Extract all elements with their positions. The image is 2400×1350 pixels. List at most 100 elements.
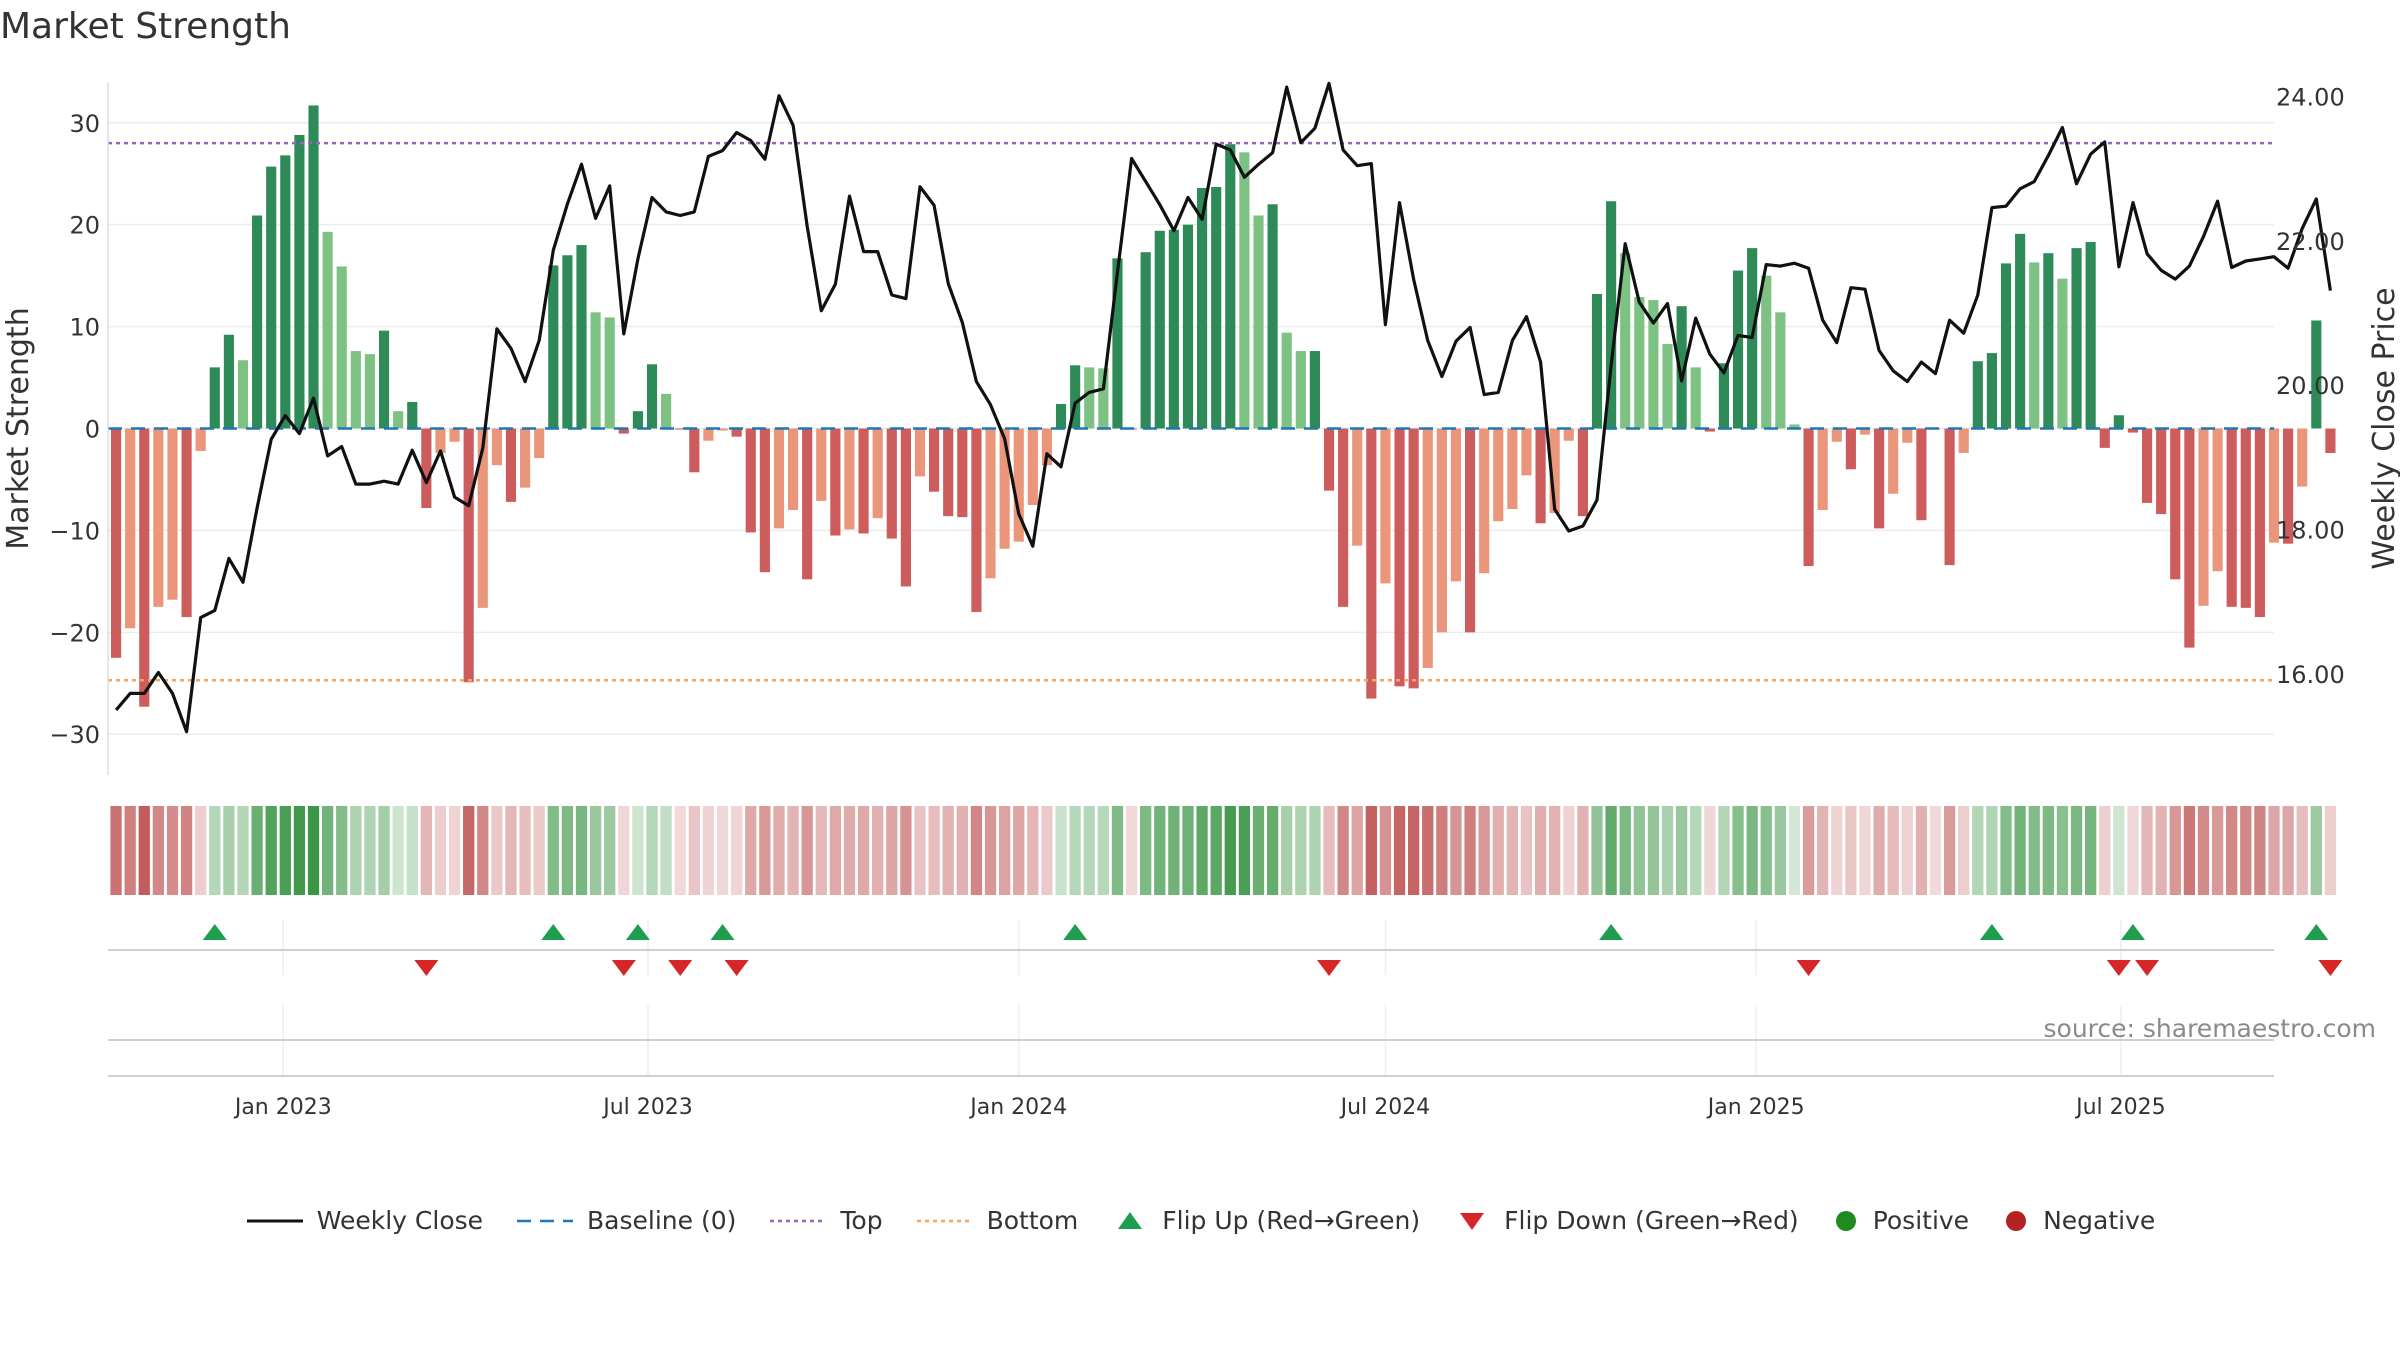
strength-bar — [1450, 428, 1462, 582]
band-cell — [1732, 806, 1744, 895]
y2-axis-title: Weekly Close Price — [2367, 287, 2400, 569]
strength-bar — [1338, 428, 1349, 607]
strength-bar — [1902, 428, 1913, 443]
strength-bar — [1225, 144, 1236, 429]
band-cell — [1069, 806, 1081, 895]
legend-weekly-close: Weekly Close — [245, 1206, 483, 1235]
band-cell — [1337, 806, 1349, 895]
top-swatch — [770, 1219, 827, 1222]
strength-bar — [350, 351, 361, 429]
flip-down-marker — [1317, 960, 1342, 976]
strength-bar — [1521, 428, 1532, 476]
strength-bar — [1634, 297, 1645, 429]
band-cell — [1309, 806, 1321, 895]
strength-bar — [209, 367, 220, 429]
strength-bar — [421, 428, 432, 508]
strength-bar — [1112, 258, 1123, 429]
strength-bar — [1606, 201, 1617, 429]
band-cell — [1140, 806, 1152, 895]
band-cell — [1323, 806, 1335, 895]
band-cell — [1408, 806, 1420, 895]
band-cell — [1873, 806, 1885, 895]
band-cell — [1450, 806, 1462, 895]
strength-bar — [1380, 428, 1391, 584]
strength-bar — [1041, 428, 1053, 466]
strength-bar — [520, 428, 531, 488]
strength-bar — [618, 428, 629, 434]
strength-bar — [1789, 424, 1800, 429]
strength-bar — [1986, 353, 1997, 429]
strength-bar — [1281, 332, 1292, 429]
band-cell — [914, 806, 926, 895]
band-cell — [1125, 806, 1138, 895]
strength-bar — [378, 330, 390, 429]
strength-bar — [576, 245, 587, 429]
strength-bar — [562, 255, 573, 429]
strength-bar — [139, 428, 150, 707]
band-cell — [1633, 806, 1645, 895]
strength-bar — [2127, 428, 2139, 433]
y-tick-label: 0 — [85, 416, 100, 444]
band-cell — [1520, 806, 1533, 895]
weekly-close-line — [114, 81, 2332, 734]
band-cell — [1506, 806, 1519, 895]
y2-tick-label: 18.00 — [2276, 517, 2345, 545]
band-cell — [434, 806, 447, 895]
band-cell — [2056, 806, 2069, 895]
legend-label: Bottom — [986, 1206, 1079, 1235]
strength-bar — [1493, 428, 1504, 522]
band-cell — [420, 806, 432, 895]
strength-bar — [661, 393, 672, 429]
bottom-swatch — [916, 1219, 973, 1222]
strength-bar — [717, 428, 728, 431]
band-cell — [2211, 806, 2224, 895]
strength-bar — [1620, 253, 1631, 429]
flip-markers — [202, 924, 2343, 976]
strength-bar — [2212, 428, 2223, 572]
strength-bar — [2071, 248, 2082, 429]
strength-bar — [590, 312, 601, 429]
band-cell — [1619, 806, 1631, 895]
band-cell — [1577, 806, 1589, 895]
band-cell — [1901, 806, 1913, 895]
band-cell — [138, 806, 150, 895]
band-cell — [575, 806, 588, 895]
strength-bar — [393, 411, 404, 429]
strength-bar — [534, 428, 545, 459]
band-cell — [2127, 806, 2139, 895]
strength-bar — [872, 428, 883, 519]
band-cell — [1675, 806, 1688, 895]
strength-bar — [280, 155, 291, 429]
y-tick-label: 20 — [69, 212, 100, 240]
band-cell — [745, 806, 757, 895]
strength-bar — [816, 428, 827, 501]
strength-bar — [407, 402, 418, 429]
strength-bar — [802, 428, 813, 580]
strength-bar — [1309, 351, 1320, 429]
strength-bar — [2268, 428, 2280, 543]
strength-bar — [1958, 428, 1969, 453]
strength-bar — [2325, 428, 2336, 453]
strength-bar — [2057, 278, 2068, 429]
strength-bar — [110, 428, 122, 658]
x-tick-label: Jan 2023 — [233, 1095, 332, 1120]
strength-bar — [1888, 428, 1899, 494]
band-cell — [2183, 806, 2196, 895]
strength-bar — [689, 428, 700, 473]
strength-bar — [999, 428, 1010, 549]
band-cell — [1266, 806, 1279, 895]
chart-title: Market Strength — [0, 6, 291, 47]
strength-bar — [1027, 428, 1038, 505]
band-cell — [2155, 806, 2167, 895]
strength-bar — [1507, 428, 1518, 510]
strength-bar — [252, 215, 263, 429]
flip-down-marker — [2318, 960, 2343, 976]
y2-tick-label: 16.00 — [2276, 661, 2345, 689]
strength-bar — [1577, 428, 1588, 517]
band-cell — [1097, 806, 1109, 895]
band-cell — [2197, 806, 2210, 895]
band-cell — [2028, 806, 2040, 895]
flip-up-marker — [2304, 924, 2329, 940]
strength-bar — [1676, 306, 1687, 429]
band-cell — [872, 806, 884, 895]
